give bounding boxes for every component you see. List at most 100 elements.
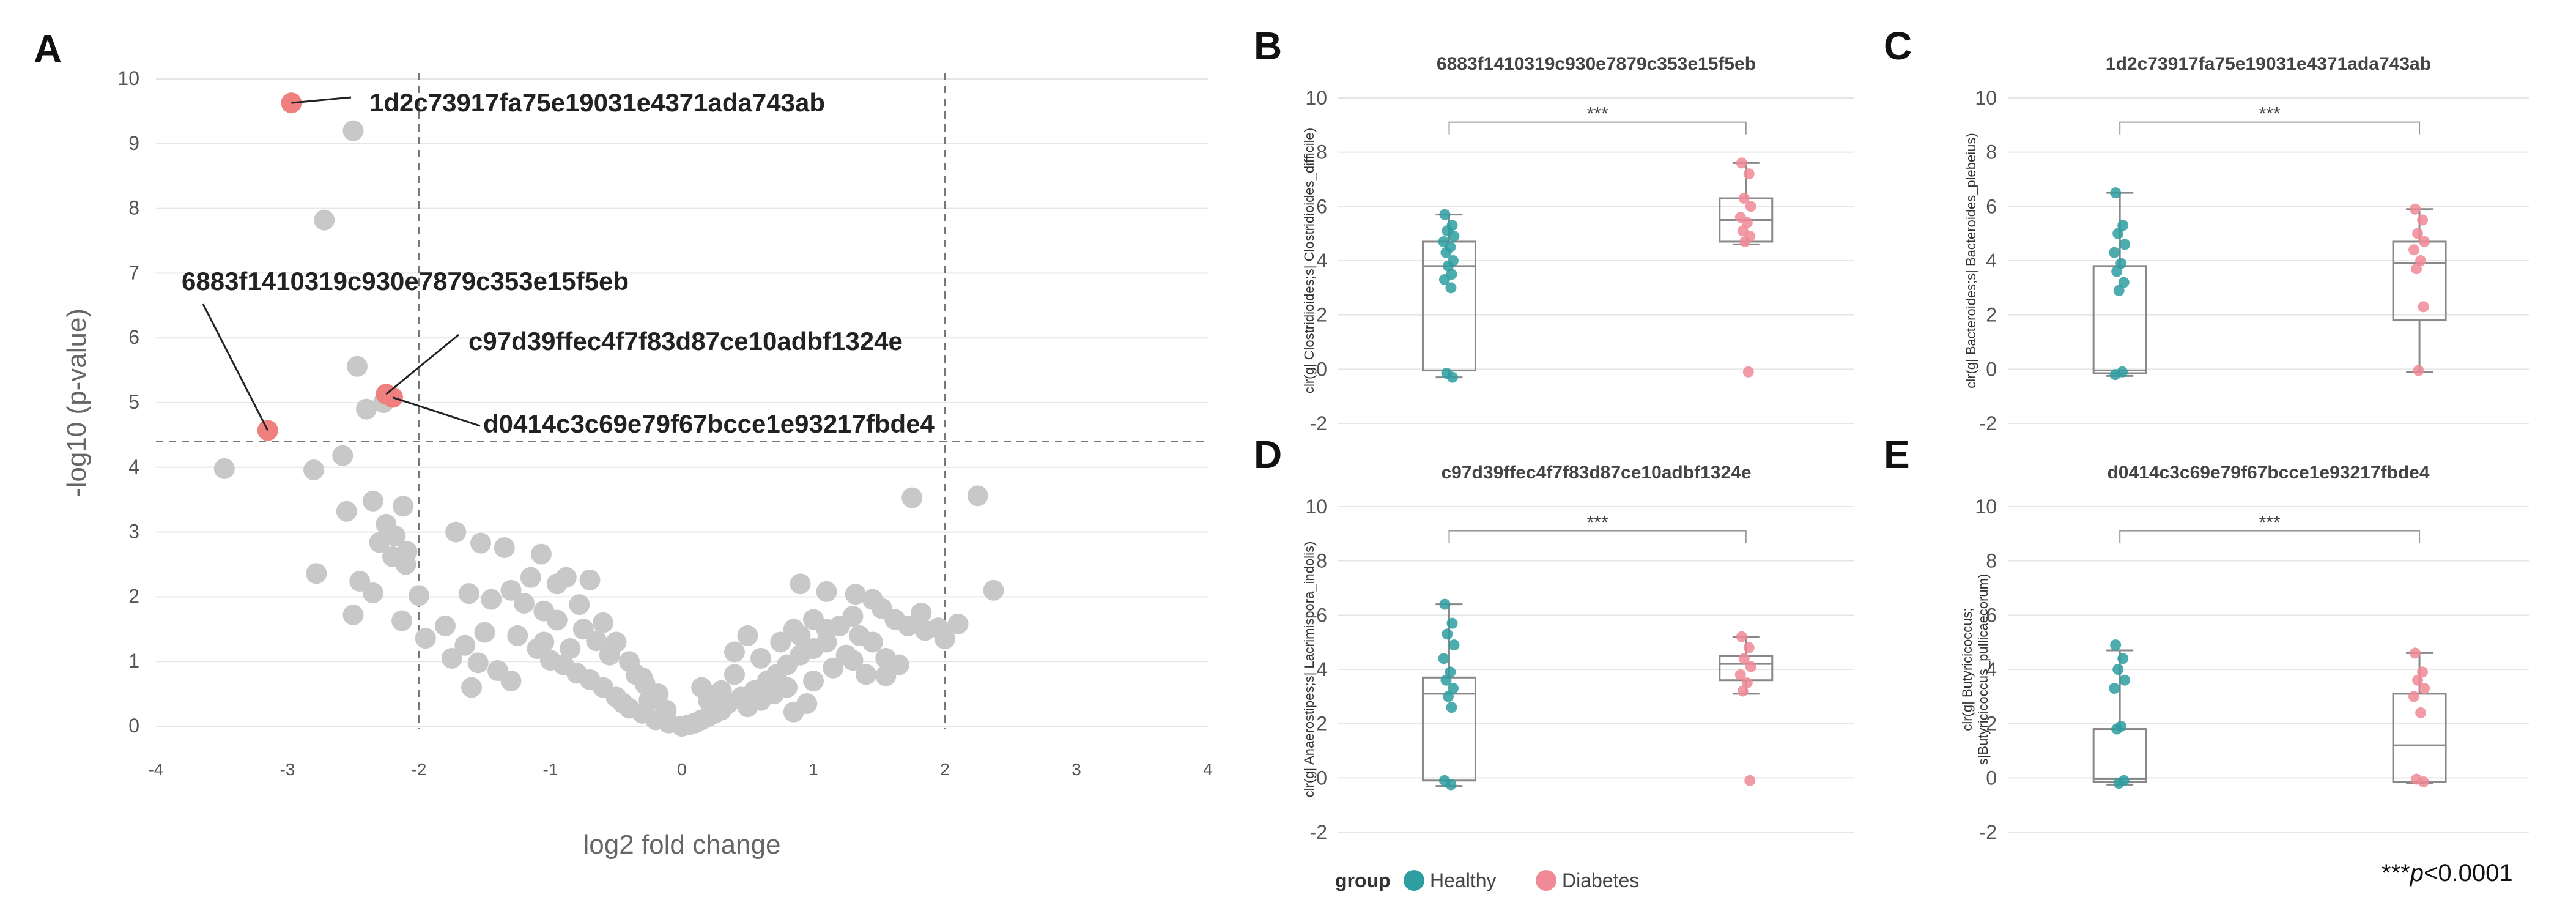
- volcano-x-axis-label: log2 fold change: [583, 830, 781, 860]
- boxplot-y-tick-label: -2: [1310, 412, 1327, 434]
- volcano-point: [494, 537, 515, 558]
- boxplot-point-healthy: [2118, 277, 2130, 288]
- boxplot-point-healthy: [1446, 371, 1458, 383]
- volcano-y-tick-label: 6: [128, 326, 139, 348]
- boxplot-point-healthy: [2111, 266, 2123, 277]
- panel-letter-a: A: [34, 27, 62, 71]
- boxplot-point-healthy: [2113, 285, 2125, 296]
- boxplot-y-tick-label: 8: [1316, 550, 1327, 572]
- boxplot-y-tick-label: 8: [1986, 141, 1997, 163]
- boxplot-point-healthy: [2112, 664, 2124, 675]
- volcano-point: [790, 573, 811, 595]
- boxplot-point-healthy: [1447, 683, 1459, 694]
- boxplot-y-axis-label: clr(g| Bacteroides;s| Bacteroides_plebei…: [1963, 133, 1978, 388]
- volcano-point: [569, 594, 590, 616]
- boxplot-d: c97d39ffec4f7f83d87ce10adbf1324e -2 0 2 4 6 8 1…: [1301, 463, 1854, 843]
- callout-leader-c97d: [385, 333, 459, 395]
- boxplot-y-tick-label: 10: [1975, 496, 1997, 518]
- boxplot-point-diabetes: [1743, 642, 1755, 653]
- boxplot-point-healthy: [2111, 723, 2123, 735]
- callout-leader-d041: [392, 396, 481, 427]
- boxplot-point-healthy: [1438, 653, 1449, 664]
- volcano-point: [435, 616, 456, 637]
- volcano-y-tick-label: 7: [128, 261, 139, 283]
- boxplot-point-healthy: [2109, 683, 2120, 694]
- boxplot-point-healthy: [1442, 691, 1454, 702]
- boxplot-point-diabetes: [1745, 661, 1756, 672]
- legend-label-healthy: Healthy: [1430, 869, 1497, 891]
- volcano-point: [901, 487, 923, 508]
- boxplot-point-healthy: [2113, 778, 2125, 789]
- boxplot-y-tick-label: 8: [1986, 550, 1997, 572]
- p-value-note: ***p<0.0001: [2382, 860, 2513, 887]
- volcano-point: [356, 398, 377, 420]
- volcano-point: [481, 589, 502, 610]
- boxplot-y-tick-label: 4: [1986, 250, 1997, 272]
- boxplot-y-tick-label: 4: [1986, 658, 1997, 680]
- volcano-point: [533, 600, 555, 622]
- boxplot-y-tick-label: 2: [1316, 304, 1327, 326]
- boxplot-point-diabetes: [1745, 201, 1756, 212]
- volcano-y-tick-label: 8: [128, 197, 139, 219]
- boxplot-significance-bracket: [2119, 121, 2421, 135]
- boxplot-significance-label: ***: [2259, 104, 2281, 124]
- callout-label-d041: d0414c3c69e79f67bcce1e93217fbde4: [483, 409, 935, 438]
- volcano-y-tick-label: 1: [128, 650, 139, 672]
- boxplot-y-tick-label: 6: [1986, 195, 1997, 217]
- volcano-point: [967, 485, 988, 507]
- boxplot-significance-label: ***: [1587, 104, 1608, 124]
- boxplot-e: d0414c3c69e79f67bcce1e93217fbde4 -2 0 2 4 6 8 1…: [1960, 463, 2529, 843]
- legend: group Healthy Diabetes: [1335, 869, 1639, 891]
- volcano-y-ticks: 0 1 2 3 4 5 6 7 8 9 10: [117, 67, 139, 737]
- boxplot-point-diabetes: [2417, 666, 2429, 678]
- boxplot-point-diabetes: [2412, 228, 2424, 239]
- volcano-point: [579, 569, 601, 590]
- boxplot-y-tick-label: 10: [1975, 87, 1997, 109]
- boxplot-point-diabetes: [2418, 301, 2429, 313]
- volcano-point: [336, 500, 357, 522]
- boxplot-y-tick-label: 6: [1316, 604, 1327, 626]
- volcano-y-tick-label: 10: [117, 67, 139, 89]
- volcano-point: [409, 585, 429, 606]
- volcano-x-tick-label: 3: [1071, 760, 1081, 779]
- volcano-point: [474, 622, 495, 643]
- callout-label-6883: 6883f1410319c930e7879c353e15f5eb: [182, 267, 629, 296]
- boxplot-point-diabetes: [1744, 775, 1756, 786]
- volcano-point: [862, 631, 883, 653]
- boxplot-point-diabetes: [2413, 365, 2424, 376]
- volcano-point: [530, 543, 552, 565]
- volcano-point: [415, 628, 436, 649]
- volcano-point: [445, 521, 467, 543]
- boxplot-significance-bracket: [1448, 121, 1747, 135]
- boxplot-point-diabetes: [1738, 193, 1750, 204]
- volcano-point: [546, 573, 568, 595]
- boxplot-point-diabetes: [2415, 707, 2427, 718]
- boxplot-point-diabetes: [1741, 677, 1753, 689]
- legend-title: group: [1335, 869, 1391, 891]
- volcano-point: [454, 634, 476, 656]
- volcano-point: [770, 631, 791, 653]
- volcano-point: [724, 664, 745, 685]
- p-note-threshold: <0.0001: [2424, 860, 2513, 887]
- volcano-point: [947, 613, 969, 634]
- volcano-point: [314, 209, 335, 231]
- volcano-x-tick-label: -3: [280, 760, 295, 779]
- volcano-point: [842, 650, 864, 671]
- boxplot-point-diabetes: [1742, 366, 1754, 378]
- boxplot-point-healthy: [2110, 639, 2122, 651]
- volcano-point: [632, 667, 653, 688]
- volcano-point: [737, 625, 758, 646]
- volcano-y-axis-label: -log10 (p-value): [62, 308, 92, 497]
- volcano-y-tick-label: 3: [128, 521, 139, 543]
- volcano-point: [342, 120, 364, 141]
- boxplot-y-tick-label: 10: [1305, 87, 1327, 109]
- boxplot-y-tick-label: 6: [1316, 195, 1327, 217]
- boxplot-point-diabetes: [1736, 157, 1747, 169]
- volcano-point: [533, 631, 555, 653]
- boxplot-point-diabetes: [2418, 776, 2429, 787]
- boxplot-y-tick-label: 2: [1986, 713, 1997, 735]
- boxplot-point-healthy: [1446, 702, 1457, 713]
- boxplot-point-healthy: [2109, 247, 2120, 258]
- boxplot-y-tick-label: 6: [1986, 604, 1997, 626]
